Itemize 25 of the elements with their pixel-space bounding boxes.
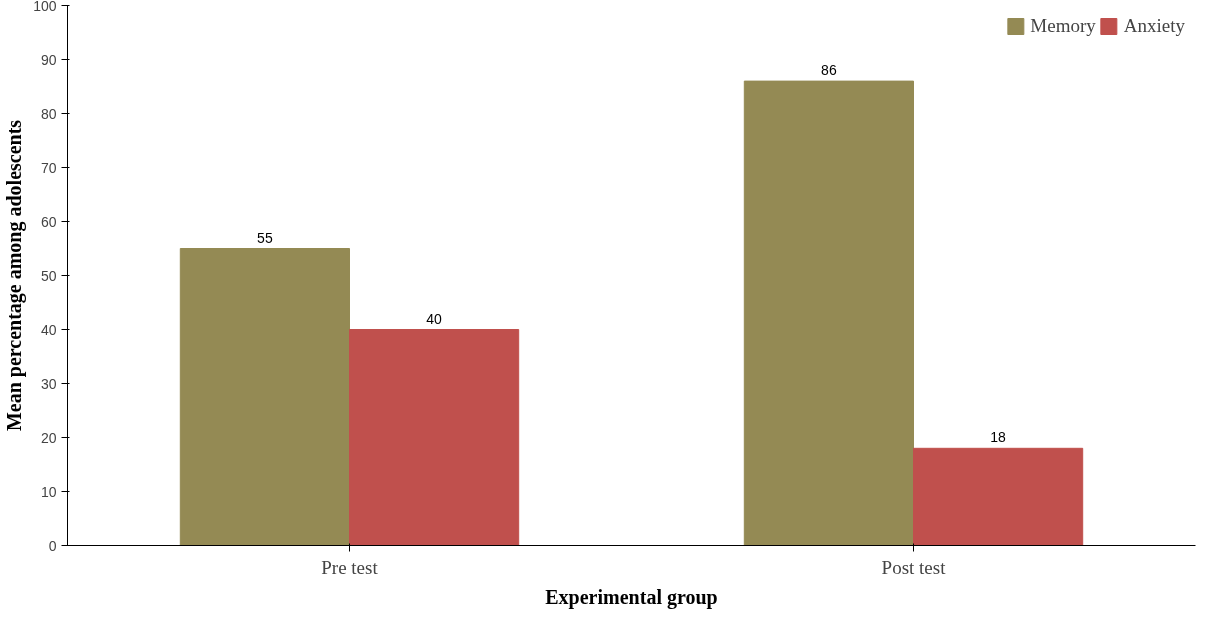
y-axis-title: Mean percentage among adolescents (3, 119, 27, 432)
legend-label: Memory (1030, 15, 1096, 37)
bar (349, 329, 520, 546)
bar (913, 447, 1084, 546)
y-tick-label: 0 (48, 537, 57, 554)
x-tick-label: Pre test (321, 556, 379, 578)
y-tick-label: 20 (40, 429, 57, 446)
data-label: 40 (426, 310, 443, 327)
y-tick-label: 60 (40, 213, 57, 230)
data-label: 18 (990, 429, 1007, 446)
bar (179, 248, 350, 546)
data-label: 55 (257, 229, 273, 246)
y-tick-label: 50 (40, 267, 57, 284)
data-label: 86 (821, 62, 837, 79)
legend-label: Anxiety (1123, 15, 1185, 37)
y-tick-label: 30 (40, 375, 57, 392)
x-tick-label: Post test (881, 556, 947, 578)
y-tick-label: 10 (40, 483, 57, 500)
y-tick-label: 90 (40, 51, 57, 68)
y-tick-label: 80 (40, 105, 57, 122)
x-axis-title: Experimental group (545, 585, 718, 609)
y-tick-label: 40 (40, 321, 57, 338)
y-tick-label: 100 (33, 0, 57, 14)
y-tick-label: 70 (40, 159, 57, 176)
bar (743, 80, 914, 546)
